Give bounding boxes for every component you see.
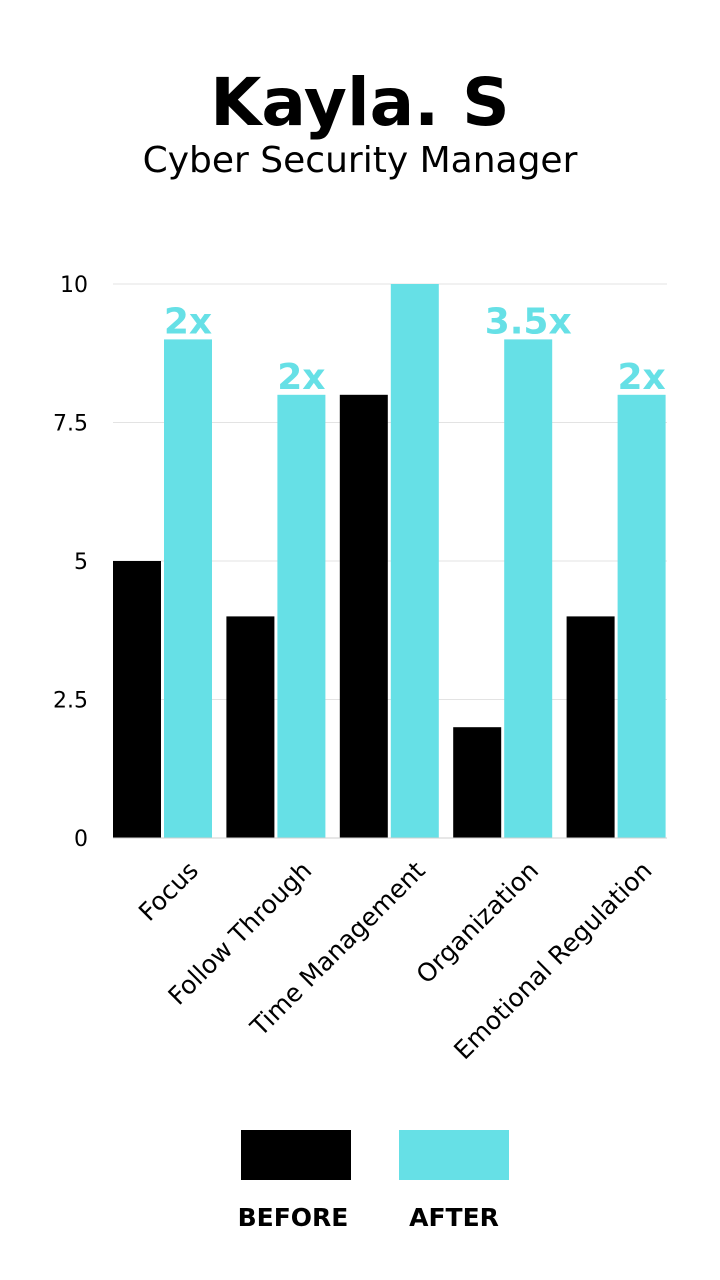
data-label: 2x	[164, 301, 212, 342]
y-tick-label: 10	[60, 273, 88, 298]
data-label: 2x	[277, 357, 325, 398]
data-label: 2x	[617, 357, 665, 398]
bar-after-focus	[164, 339, 212, 838]
bar-before-focus	[113, 561, 161, 838]
bar-before-follow-through	[226, 616, 275, 838]
bar-before-organization	[453, 727, 502, 838]
y-tick-label: 7.5	[53, 412, 88, 437]
y-tick-label: 5	[74, 550, 88, 575]
y-tick-label: 0	[74, 827, 88, 852]
chart-subtitle: Cyber Security Manager	[142, 140, 578, 181]
data-label: 3.5x	[485, 301, 572, 342]
y-tick-label: 2.5	[53, 689, 88, 714]
bar-after-emotional-regulation	[617, 394, 666, 838]
legend-label-after: AFTER	[409, 1203, 499, 1232]
legend-label-before: BEFORE	[237, 1203, 349, 1232]
bar-after-follow-through	[277, 394, 326, 838]
chart-title: Kayla. S	[210, 64, 510, 141]
legend-swatch-before	[241, 1130, 351, 1180]
legend-swatch-after	[399, 1130, 509, 1180]
bar-before-time-management	[339, 394, 388, 838]
bar-after-organization	[504, 339, 553, 838]
x-category-label: Emotional Regulation	[448, 856, 657, 1065]
bar-after-time-management	[390, 284, 439, 838]
x-category-label: Focus	[133, 856, 204, 927]
bar-before-emotional-regulation	[566, 616, 615, 838]
